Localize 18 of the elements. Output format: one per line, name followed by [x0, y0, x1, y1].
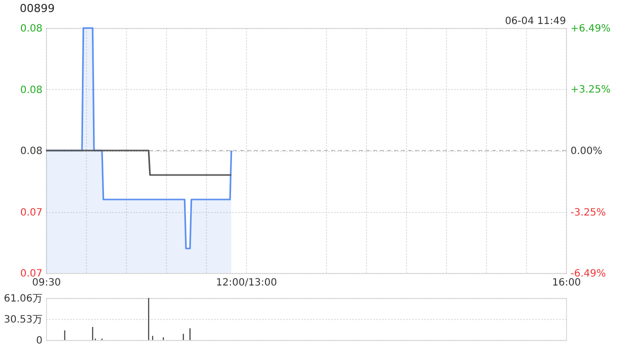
y-tick-label: 0.08: [20, 24, 42, 34]
y-tick-label: 61.06万: [4, 294, 42, 304]
y2-tick-label: -6.49%: [570, 268, 606, 280]
x-tick-label: 16:00: [552, 278, 581, 288]
y-tick-label: 30.53万: [4, 314, 42, 326]
chart-title: 00899: [20, 2, 55, 15]
y-tick-label: 0.07: [20, 268, 42, 280]
x-tick-label: 12:00/13:00: [216, 278, 278, 288]
y-tick-label: 0.07: [20, 207, 42, 218]
y2-tick-label: 0.00%: [570, 146, 602, 157]
y-tick-label: 0.08: [20, 84, 42, 96]
y2-tick-label: +6.49%: [570, 24, 611, 34]
y-tick-label: 0: [36, 336, 42, 346]
x-tick-label: 09:30: [32, 278, 61, 288]
y-tick-label: 0.08: [20, 146, 42, 157]
y2-tick-label: -3.25%: [570, 207, 606, 218]
text: 06-04 11:49: [504, 16, 566, 27]
y2-tick-label: +3.25%: [570, 84, 611, 96]
